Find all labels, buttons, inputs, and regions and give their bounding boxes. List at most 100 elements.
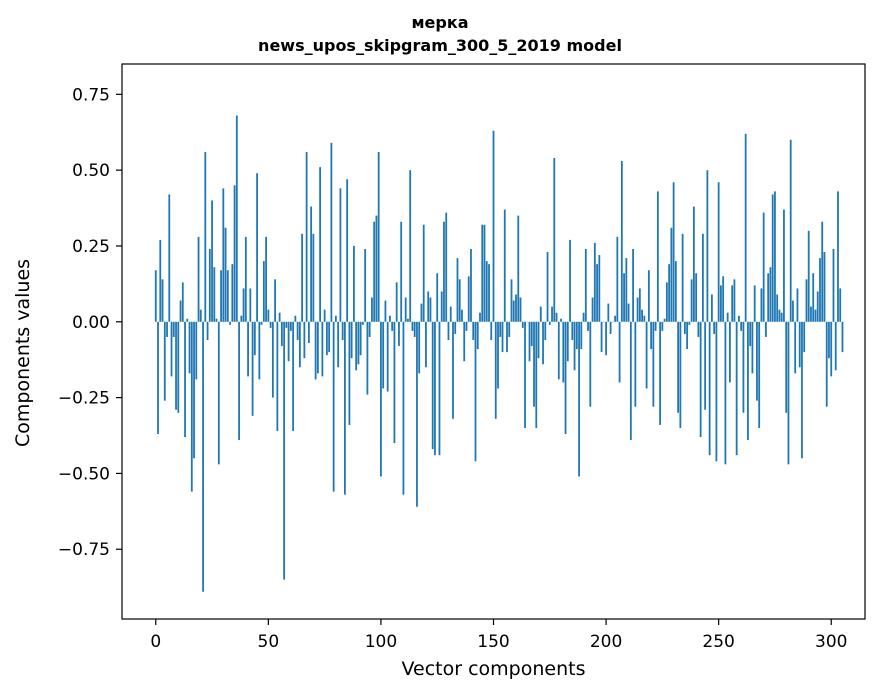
y-tick-label: −0.25	[58, 389, 110, 409]
bar-293	[814, 309, 817, 322]
bar-183	[566, 321, 569, 362]
bar-294	[816, 291, 819, 322]
bar-275	[774, 191, 776, 322]
bar-282	[789, 139, 792, 322]
bar-82	[339, 188, 342, 322]
bar-4	[163, 321, 166, 401]
bar-46	[258, 321, 261, 380]
bar-108	[398, 321, 400, 347]
bar-56	[280, 321, 283, 347]
bar-40	[244, 236, 247, 322]
bar-29	[220, 270, 222, 322]
bar-242	[699, 321, 702, 438]
bar-71	[314, 321, 317, 380]
bar-97	[373, 221, 376, 322]
bar-37	[238, 321, 240, 441]
x-tick-label: 150	[477, 632, 509, 652]
bar-270	[762, 212, 765, 322]
bar-116	[416, 321, 418, 507]
bar-150	[492, 130, 495, 322]
bar-63	[296, 321, 299, 340]
bar-192	[587, 321, 589, 331]
bar-76	[325, 321, 328, 356]
bar-250	[717, 182, 720, 322]
bar-33	[229, 321, 231, 325]
bar-178	[555, 312, 558, 322]
plot-frame	[121, 63, 866, 620]
bar-246	[708, 321, 711, 456]
bar-188	[578, 321, 580, 477]
bar-133	[454, 321, 457, 334]
bar-201	[607, 303, 610, 322]
bar-2	[159, 239, 162, 322]
y-tick-label: 0.25	[72, 237, 110, 257]
bar-197	[598, 255, 601, 322]
bar-298	[825, 321, 828, 407]
bar-92	[362, 321, 364, 325]
bar-176	[551, 306, 553, 322]
x-tick-label: 300	[815, 632, 847, 652]
bar-91	[359, 321, 362, 356]
bar-272	[767, 273, 770, 322]
bar-168	[533, 321, 535, 407]
bar-195	[593, 242, 596, 322]
bar-44	[253, 321, 256, 356]
bar-209	[625, 258, 628, 322]
bar-144	[479, 312, 481, 322]
bar-5	[166, 321, 168, 337]
bar-145	[481, 224, 484, 322]
bar-146	[483, 224, 486, 322]
bar-238	[690, 279, 693, 322]
bar-93	[364, 249, 367, 322]
bar-284	[794, 321, 797, 374]
bar-124	[434, 321, 436, 456]
bar-75	[323, 309, 326, 322]
bar-53	[274, 279, 276, 322]
bar-235	[683, 321, 686, 334]
bar-296	[821, 221, 824, 322]
bar-222	[654, 321, 657, 331]
bar-14	[186, 318, 189, 322]
bar-211	[629, 321, 632, 441]
bar-24	[208, 249, 211, 322]
bar-191	[584, 249, 587, 322]
bar-30	[222, 188, 225, 322]
bar-72	[316, 321, 319, 374]
bar-43	[251, 321, 254, 416]
x-tick-label: 200	[590, 632, 622, 652]
bar-198	[600, 321, 603, 353]
bar-290	[807, 230, 810, 322]
bar-90	[357, 321, 360, 365]
y-tick-label: 0.50	[72, 161, 110, 181]
bar-210	[627, 303, 630, 322]
x-tick-label: 50	[258, 632, 280, 652]
bar-80	[334, 315, 337, 322]
bar-271	[765, 321, 767, 337]
bar-279	[783, 209, 785, 322]
bar-32	[226, 270, 229, 322]
bar-214	[636, 297, 639, 322]
bar-83	[341, 321, 344, 340]
bar-283	[792, 300, 794, 322]
bar-173	[544, 321, 547, 340]
bar-103	[386, 321, 389, 392]
bar-186	[573, 321, 576, 371]
bar-1	[157, 321, 159, 434]
bar-34	[231, 264, 234, 322]
bar-230	[672, 182, 675, 322]
bar-261	[742, 321, 745, 413]
bar-0	[154, 270, 157, 322]
bar-110	[402, 321, 405, 495]
bar-157	[508, 321, 511, 337]
bar-45	[256, 173, 258, 322]
bar-100	[380, 321, 382, 477]
chart-title-line-1: мерка	[411, 13, 469, 32]
bar-164	[524, 321, 526, 428]
bar-244	[704, 321, 707, 410]
bars-group	[154, 115, 844, 592]
bar-253	[724, 321, 727, 465]
bar-152	[497, 321, 499, 389]
bar-120	[425, 321, 427, 368]
bar-288	[803, 321, 806, 353]
bar-254	[726, 312, 729, 322]
